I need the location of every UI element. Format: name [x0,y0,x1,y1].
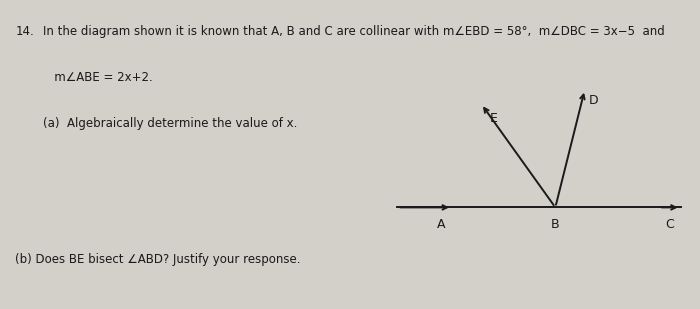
Text: E: E [490,112,498,125]
Text: D: D [589,94,598,107]
Text: A: A [437,218,445,231]
Text: m∠ABE = 2x+2.: m∠ABE = 2x+2. [43,71,153,84]
Text: (b) Does BE bisect ∠ABD? Justify your response.: (b) Does BE bisect ∠ABD? Justify your re… [15,253,301,266]
Text: In the diagram shown it is known that A, B and C are collinear with m∠EBD = 58°,: In the diagram shown it is known that A,… [43,25,665,38]
Text: B: B [551,218,559,231]
Text: (a)  Algebraically determine the value of x.: (a) Algebraically determine the value of… [43,117,298,130]
Text: C: C [665,218,674,231]
Text: 14.: 14. [15,25,34,38]
